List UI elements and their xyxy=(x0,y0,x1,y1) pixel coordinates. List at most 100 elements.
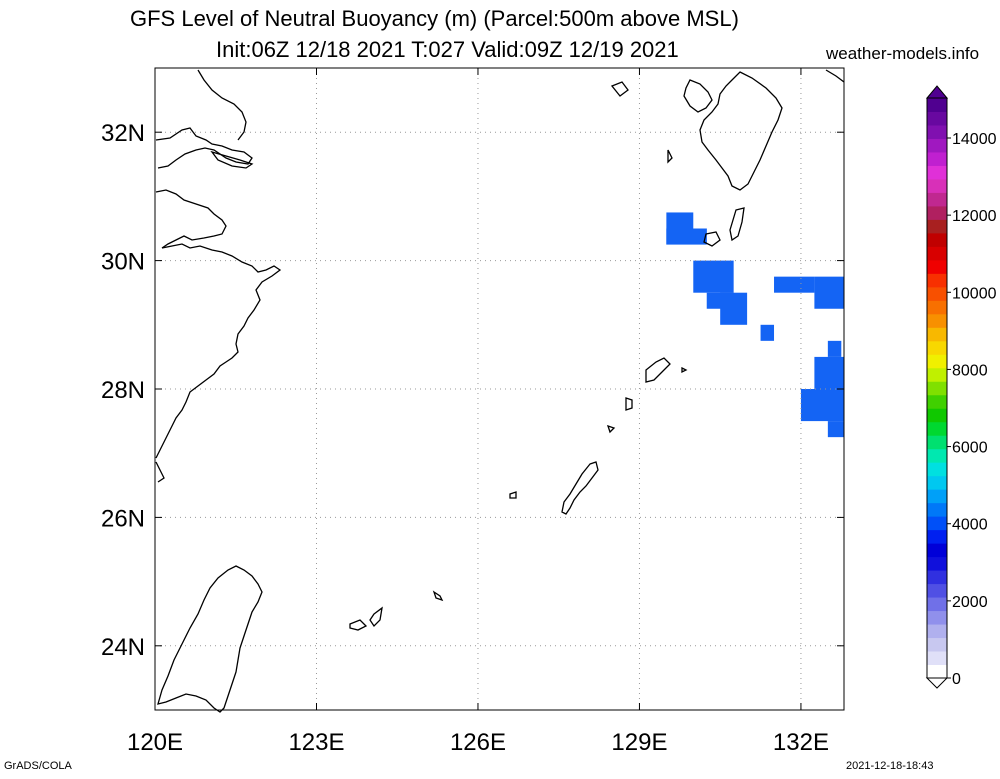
colorbar-segment xyxy=(927,664,947,679)
colorbar-segment xyxy=(927,111,947,126)
island-okinoerabu xyxy=(606,424,616,434)
colorbar-segment xyxy=(927,543,947,558)
shaded-cell xyxy=(720,292,748,325)
colorbar-segment xyxy=(927,489,947,504)
colorbar-segment xyxy=(927,475,947,490)
island-small-1 xyxy=(681,366,688,374)
colorbar-segment xyxy=(927,327,947,342)
shaded-cell xyxy=(774,276,815,293)
coastline-china xyxy=(155,127,253,169)
colorbar-segment xyxy=(927,408,947,423)
shaded-cell xyxy=(760,324,775,341)
coastline-kyushu-2 xyxy=(683,79,713,113)
coastline-china-3 xyxy=(155,243,282,459)
coastline-taiwan xyxy=(157,565,263,713)
colorbar-segment xyxy=(927,367,947,382)
shaded-cell xyxy=(814,276,844,309)
shaded-cells-layer xyxy=(666,212,844,438)
colorbar-segment xyxy=(927,340,947,355)
lat-tick-label: 26N xyxy=(101,505,145,532)
island-yaku xyxy=(703,231,721,247)
colorbar-segment xyxy=(927,421,947,436)
island-ishigaki xyxy=(369,606,383,628)
colorbar-segment xyxy=(927,394,947,409)
lat-tick-label: 28N xyxy=(101,377,145,404)
colorbar-segment xyxy=(927,529,947,544)
footer-left: GrADS/COLA xyxy=(4,760,72,772)
colorbar-segment xyxy=(927,205,947,220)
lat-tick-label: 32N xyxy=(101,120,145,147)
colorbar-label: 0 xyxy=(952,671,961,688)
footer-right: 2021-12-18-18:43 xyxy=(846,760,934,772)
colorbar-min-triangle xyxy=(925,677,949,689)
island-w xyxy=(667,149,673,164)
colorbar-segment xyxy=(927,381,947,396)
colorbar-segment xyxy=(927,597,947,612)
island-kume xyxy=(509,491,517,499)
site-label: weather-models.info xyxy=(826,44,980,63)
shaded-cell xyxy=(827,340,842,357)
shaded-cell xyxy=(666,212,694,229)
lon-tick-label: 126E xyxy=(450,729,506,756)
colorbar-segment xyxy=(927,556,947,571)
colorbar-segment xyxy=(927,286,947,301)
colorbar-segment xyxy=(927,259,947,274)
colorbar-label: 12000 xyxy=(952,208,997,225)
colorbar-segment xyxy=(927,165,947,180)
colorbar-segment xyxy=(927,273,947,288)
coastline-layer xyxy=(155,69,845,713)
coastline-china-2 xyxy=(155,189,227,249)
coastline-china-4 xyxy=(155,461,165,483)
colorbar-segment xyxy=(927,637,947,652)
colorbar-segment xyxy=(927,138,947,153)
colorbar-segment xyxy=(927,651,947,666)
axis-ticks: 120E 123E 126E 129E 132E 24N 26N 28N 30N 32N xyxy=(101,68,844,756)
colorbar-max-triangle xyxy=(925,85,949,99)
colorbar-segment xyxy=(927,583,947,598)
island-iriomote xyxy=(349,619,368,631)
colorbar-segment xyxy=(927,124,947,139)
colorbar-segment xyxy=(927,354,947,369)
island-okinawa xyxy=(561,461,599,515)
north-coast xyxy=(197,69,247,141)
island-miyako xyxy=(432,590,444,602)
shaded-cell xyxy=(666,228,707,245)
lon-tick-label: 132E xyxy=(773,729,829,756)
colorbar-segment xyxy=(927,219,947,234)
island-tokuno xyxy=(625,397,633,411)
colorbar-segment xyxy=(927,246,947,261)
colorbar-segment xyxy=(927,570,947,585)
colorbar-segment xyxy=(927,151,947,166)
colorbar-segment xyxy=(927,192,947,207)
shaded-cell xyxy=(827,421,844,438)
colorbar-segment xyxy=(927,462,947,477)
coastline-kyushu xyxy=(699,71,783,191)
colorbar-label: 4000 xyxy=(952,517,988,534)
colorbar-segment xyxy=(927,313,947,328)
shaded-cell xyxy=(800,389,844,422)
colorbar-label: 6000 xyxy=(952,440,988,457)
lon-tick-label: 129E xyxy=(611,729,667,756)
yangtze-island xyxy=(210,150,254,169)
colorbar: 0 2000 4000 6000 8000 10000 12000 14000 xyxy=(925,85,997,689)
island-south xyxy=(729,207,745,242)
colorbar-label: 2000 xyxy=(952,594,988,611)
lat-tick-label: 24N xyxy=(101,634,145,661)
grid-lines xyxy=(154,68,844,710)
colorbar-segment xyxy=(927,624,947,639)
island-nw xyxy=(610,81,629,97)
title-line-2: Init:06Z 12/18 2021 T:027 Valid:09Z 12/1… xyxy=(216,37,679,62)
colorbar-segment xyxy=(927,435,947,450)
colorbar-segment xyxy=(927,516,947,531)
colorbar-segment xyxy=(927,502,947,517)
colorbar-segment xyxy=(927,300,947,315)
colorbar-segment xyxy=(927,98,947,112)
colorbar-segment xyxy=(927,232,947,247)
shaded-cell xyxy=(693,260,734,293)
coastline-kyushu-3 xyxy=(825,69,845,83)
colorbar-segment xyxy=(927,610,947,625)
colorbar-label: 10000 xyxy=(952,285,997,302)
colorbar-label: 8000 xyxy=(952,362,988,379)
colorbar-segment xyxy=(927,178,947,193)
